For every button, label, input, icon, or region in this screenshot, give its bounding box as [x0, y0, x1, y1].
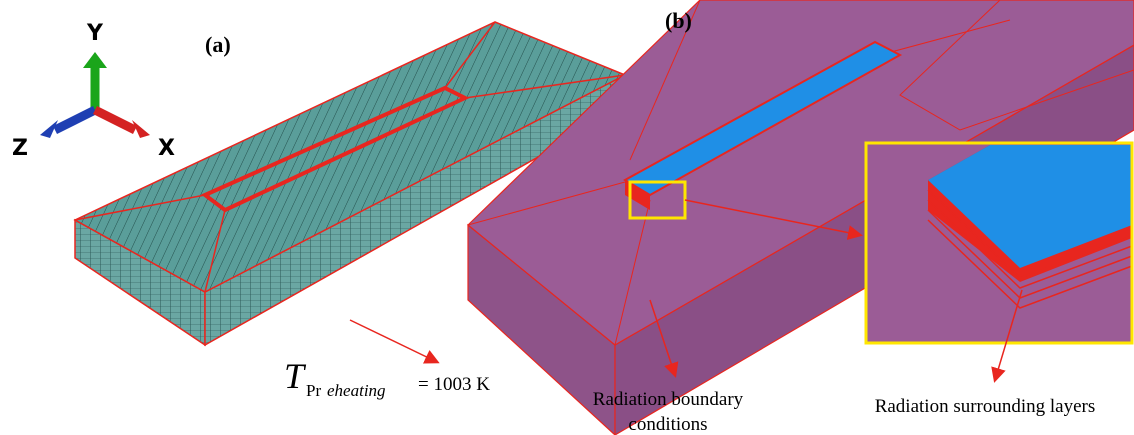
- callout: conditions: [628, 414, 707, 435]
- z-axis-label: Z: [12, 136, 28, 161]
- panel-label: (a): [205, 32, 231, 57]
- subscript: Pr: [306, 381, 321, 400]
- arrow: [350, 320, 437, 362]
- y-axis-head: [83, 52, 107, 68]
- value: = 1003 K: [418, 374, 490, 395]
- x-axis-arrow: [95, 110, 135, 130]
- inset: [866, 143, 1132, 380]
- y-axis-label: Y: [86, 21, 104, 46]
- callout: Radiation surrounding layers: [875, 396, 1096, 417]
- panel-label: (b): [665, 8, 692, 33]
- axis-triad: Y Z X: [12, 21, 175, 161]
- symbol: T: [284, 356, 307, 396]
- figure: Y Z X (a) T Pr eheating = 1003 K (b) Rad…: [0, 0, 1134, 435]
- callout: Radiation boundary: [593, 389, 744, 410]
- z-axis-arrow: [55, 110, 95, 130]
- subscript-italic: eheating: [327, 381, 386, 400]
- x-axis-label: X: [158, 136, 175, 161]
